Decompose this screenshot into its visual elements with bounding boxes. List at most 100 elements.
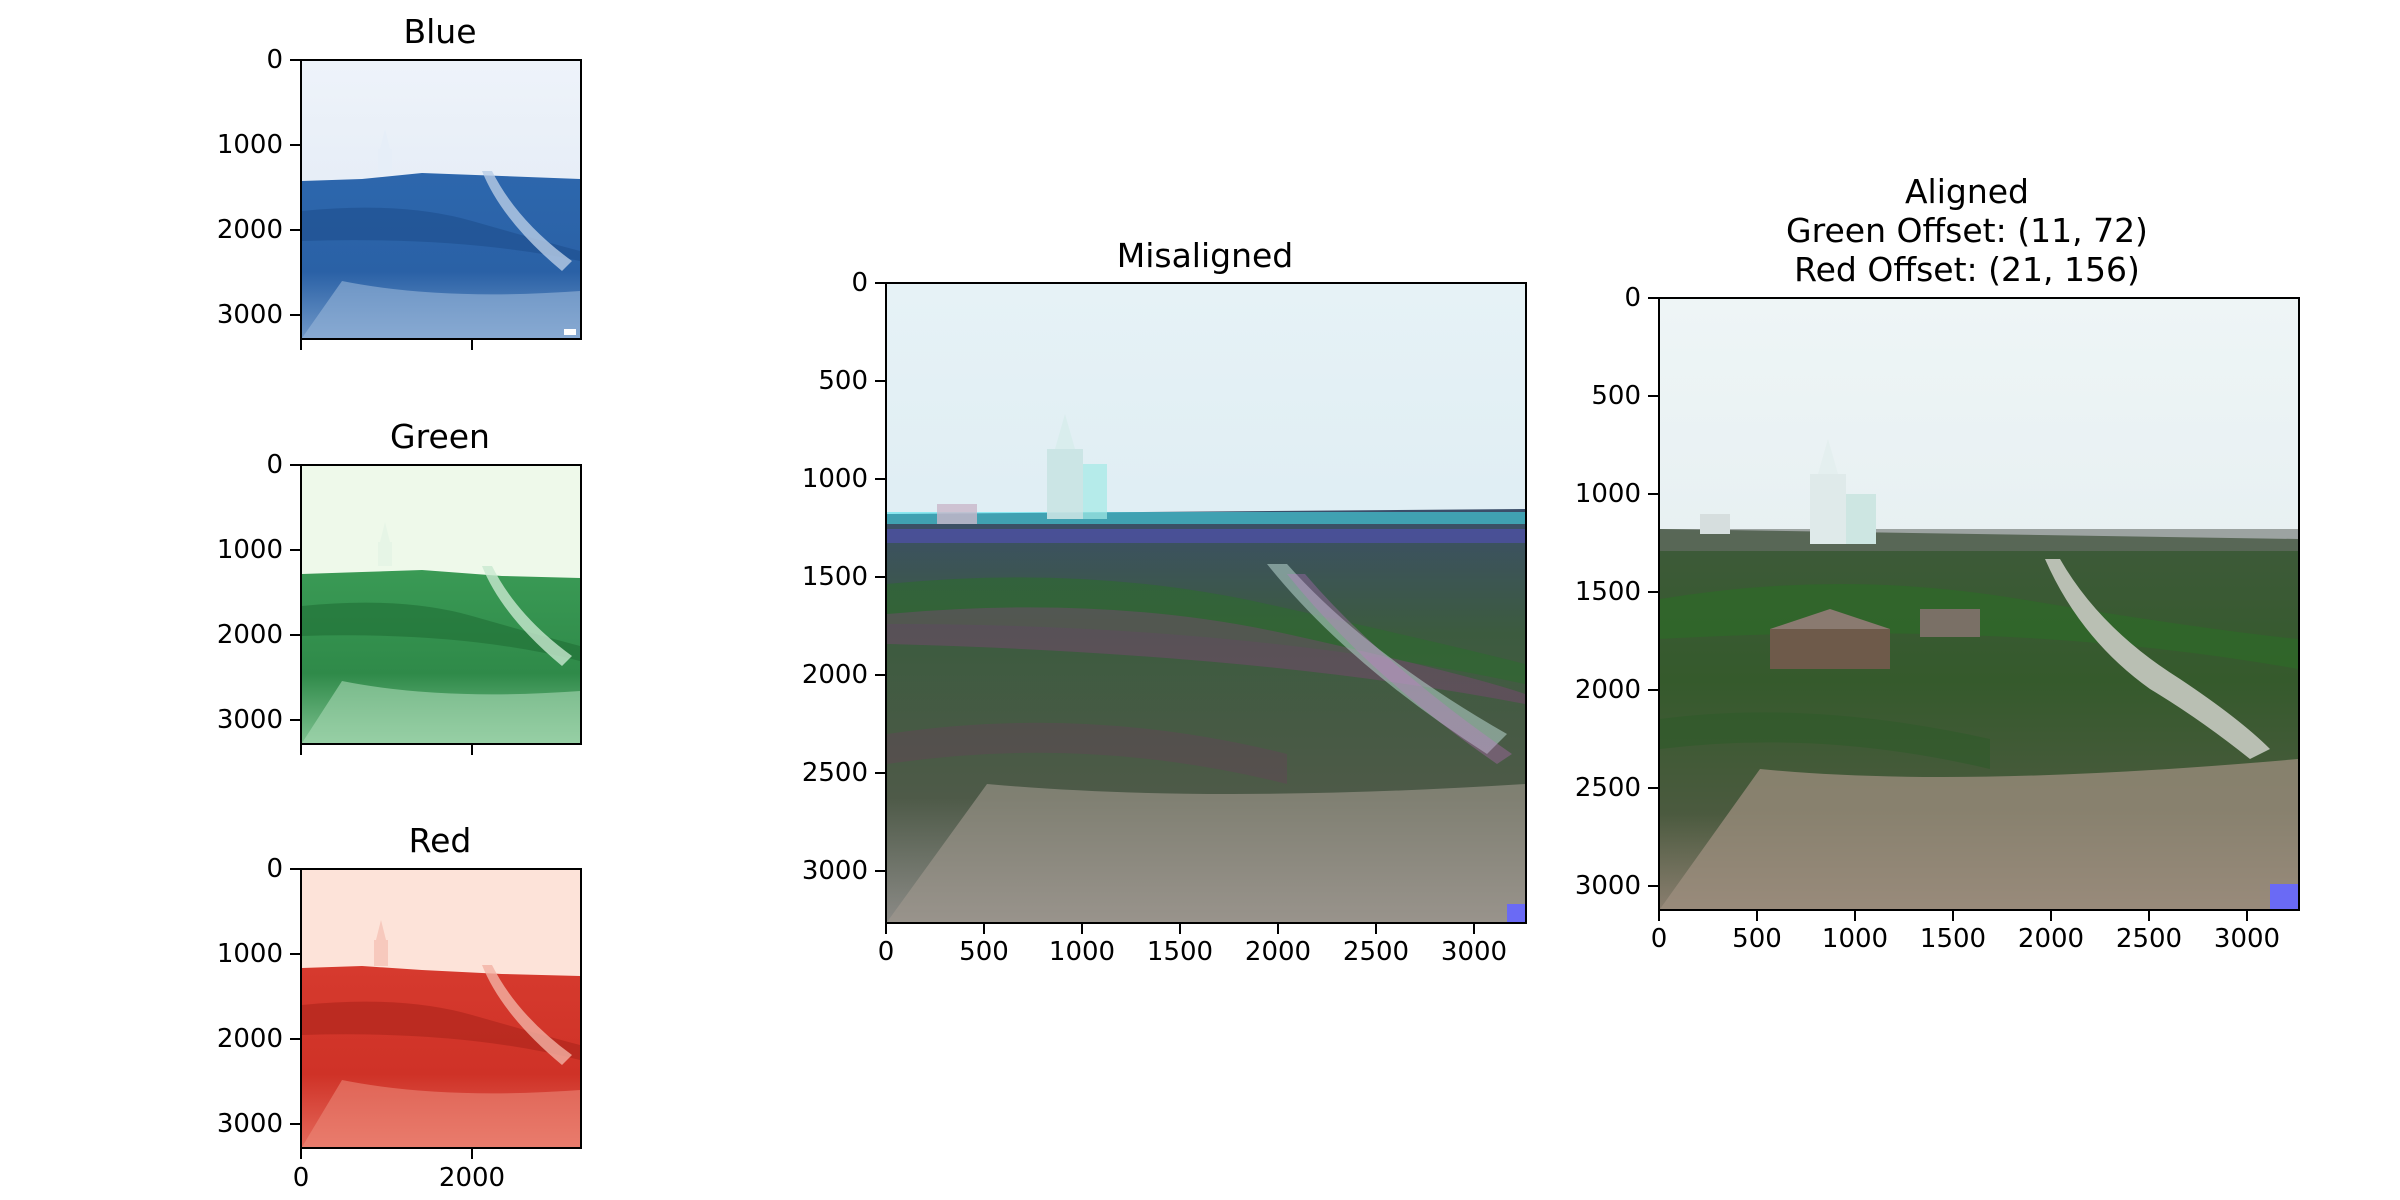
red-xtick-1 — [471, 1149, 473, 1159]
aligned-xtick-label: 2000 — [2017, 924, 2085, 954]
misaligned-panel-title: Misaligned — [1116, 236, 1294, 275]
aligned-xtick-label: 0 — [1650, 924, 1668, 954]
misaligned-xtick — [1277, 924, 1279, 934]
aligned-ytick-label: 1500 — [1574, 577, 1641, 607]
misaligned-ytick — [875, 576, 885, 578]
misaligned-xtick-label: 1500 — [1146, 937, 1214, 967]
aligned-ytick-label: 2000 — [1574, 675, 1641, 705]
green-ytick-3 — [290, 719, 300, 721]
misaligned-ytick — [875, 478, 885, 480]
aligned-xtick-label: 1500 — [1919, 924, 1987, 954]
aligned-ytick — [1648, 493, 1658, 495]
blue-ytick-3 — [290, 314, 300, 316]
misaligned-xtick-label: 1000 — [1048, 937, 1116, 967]
aligned-xtick — [2148, 911, 2150, 921]
blue-ytick-label: 3000 — [216, 300, 283, 330]
green-ytick-label: 1000 — [216, 535, 283, 565]
green-ytick-0 — [290, 464, 300, 466]
red-panel-title: Red — [408, 821, 472, 860]
aligned-ytick-label: 1000 — [1574, 479, 1641, 509]
misaligned-ytick-label: 0 — [851, 268, 868, 298]
aligned-composite-image — [1658, 297, 2300, 911]
blue-panel-title: Blue — [403, 12, 477, 51]
aligned-xtick — [2246, 911, 2248, 921]
green-ytick-label: 0 — [266, 450, 283, 480]
blue-ytick-0 — [290, 59, 300, 61]
blue-ytick-1 — [290, 144, 300, 146]
aligned-xtick-label: 3000 — [2213, 924, 2281, 954]
blue-xtick-0 — [300, 340, 302, 350]
misaligned-ytick-label: 500 — [818, 366, 868, 396]
green-xtick-1 — [471, 745, 473, 755]
red-xtick-label: 2000 — [438, 1163, 506, 1193]
blue-ytick-label: 1000 — [216, 130, 283, 160]
misaligned-xtick — [1473, 924, 1475, 934]
misaligned-ytick — [875, 380, 885, 382]
aligned-xtick — [1658, 911, 1660, 921]
aligned-ytick — [1648, 297, 1658, 299]
misaligned-xtick — [983, 924, 985, 934]
red-ytick-1 — [290, 953, 300, 955]
aligned-ytick-label: 0 — [1624, 283, 1641, 313]
red-ytick-label: 3000 — [216, 1109, 283, 1139]
aligned-ytick-label: 2500 — [1574, 773, 1641, 803]
misaligned-ytick — [875, 674, 885, 676]
green-panel-title: Green — [390, 417, 490, 456]
aligned-ytick — [1648, 787, 1658, 789]
aligned-xtick — [2050, 911, 2052, 921]
blue-ytick-label: 0 — [266, 45, 283, 75]
aligned-xtick — [1952, 911, 1954, 921]
green-channel-image — [300, 464, 582, 745]
misaligned-ytick-label: 3000 — [801, 856, 868, 886]
misaligned-xtick — [1375, 924, 1377, 934]
blue-ytick-2 — [290, 229, 300, 231]
blue-xtick-1 — [471, 340, 473, 350]
misaligned-xtick-label: 0 — [877, 937, 895, 967]
misaligned-xtick-label: 2000 — [1244, 937, 1312, 967]
blue-channel-image — [300, 59, 582, 340]
misaligned-xtick — [885, 924, 887, 934]
aligned-green-offset: Green Offset: (11, 72) — [1786, 211, 2148, 250]
red-xtick-label: 0 — [292, 1163, 310, 1193]
misaligned-xtick-label: 500 — [959, 937, 1009, 967]
green-ytick-1 — [290, 549, 300, 551]
aligned-xtick-label: 1000 — [1821, 924, 1889, 954]
misaligned-xtick — [1179, 924, 1181, 934]
misaligned-ytick — [875, 282, 885, 284]
aligned-ytick — [1648, 395, 1658, 397]
blue-ytick-label: 2000 — [216, 215, 283, 245]
aligned-ytick — [1648, 689, 1658, 691]
aligned-ytick-label: 3000 — [1574, 871, 1641, 901]
misaligned-ytick-label: 1000 — [801, 464, 868, 494]
misaligned-ytick — [875, 870, 885, 872]
aligned-ytick — [1648, 885, 1658, 887]
misaligned-ytick — [875, 772, 885, 774]
red-xtick-0 — [300, 1149, 302, 1159]
green-ytick-2 — [290, 634, 300, 636]
aligned-ytick-label: 500 — [1591, 381, 1641, 411]
red-ytick-label: 2000 — [216, 1024, 283, 1054]
misaligned-ytick-label: 2500 — [801, 758, 868, 788]
red-ytick-label: 1000 — [216, 939, 283, 969]
red-ytick-3 — [290, 1123, 300, 1125]
red-ytick-0 — [290, 868, 300, 870]
misaligned-xtick — [1081, 924, 1083, 934]
aligned-xtick — [1854, 911, 1856, 921]
green-xtick-0 — [300, 745, 302, 755]
aligned-xtick — [1756, 911, 1758, 921]
aligned-panel-title: Aligned — [1904, 172, 2030, 211]
misaligned-xtick-label: 2500 — [1342, 937, 1410, 967]
aligned-xtick-label: 500 — [1732, 924, 1782, 954]
red-ytick-label: 0 — [266, 854, 283, 884]
misaligned-ytick-label: 1500 — [801, 562, 868, 592]
aligned-xtick-label: 2500 — [2115, 924, 2183, 954]
green-ytick-label: 3000 — [216, 705, 283, 735]
aligned-ytick — [1648, 591, 1658, 593]
misaligned-composite-image — [885, 282, 1527, 924]
green-ytick-label: 2000 — [216, 620, 283, 650]
aligned-red-offset: Red Offset: (21, 156) — [1794, 250, 2140, 289]
red-ytick-2 — [290, 1038, 300, 1040]
misaligned-xtick-label: 3000 — [1440, 937, 1508, 967]
red-channel-image — [300, 868, 582, 1149]
misaligned-ytick-label: 2000 — [801, 660, 868, 690]
